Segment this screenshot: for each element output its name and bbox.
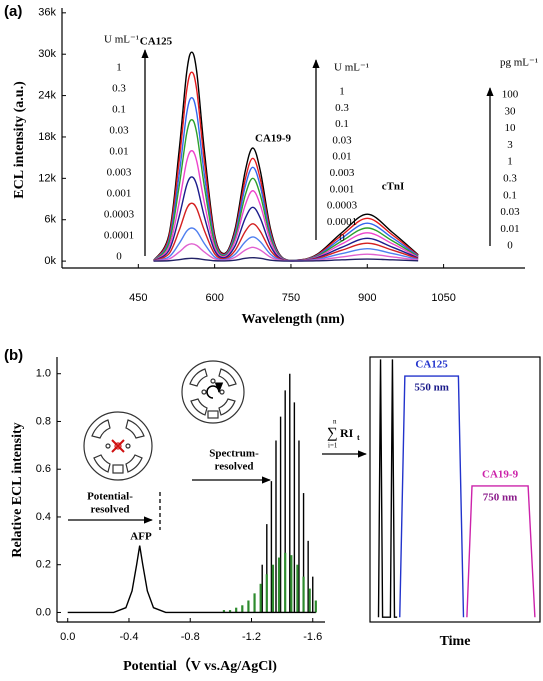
x-tick-label: 0.0 xyxy=(60,631,75,643)
level-label: 0.1 xyxy=(503,189,517,201)
y-tick-label: 1.0 xyxy=(36,368,51,380)
level-label: 0.0003 xyxy=(327,200,358,212)
level-label: 0.03 xyxy=(109,125,129,137)
series-line xyxy=(399,375,465,618)
y-tick-label: 12k xyxy=(38,172,56,184)
formula-lower: i=1 xyxy=(328,442,338,450)
level-label: 1 xyxy=(116,62,122,74)
y-tick-label: 30k xyxy=(38,48,56,60)
x-tick-label: 1050 xyxy=(431,292,455,304)
x-tick-label: 750 xyxy=(282,292,300,304)
x-tick-label: -1.2 xyxy=(242,631,261,643)
level-label: 10 xyxy=(505,122,517,134)
y-tick-label: 0.4 xyxy=(36,511,51,523)
series-line xyxy=(377,359,398,618)
step-label: resolved xyxy=(91,504,130,516)
peak-label: AFP xyxy=(130,531,152,543)
y-tick-label: 36k xyxy=(38,7,56,19)
y-tick-label: 0.8 xyxy=(36,415,51,427)
formula-body: RI xyxy=(340,426,354,440)
level-label: 0.03 xyxy=(500,206,520,218)
level-label: 0.0001 xyxy=(104,230,134,242)
level-label: 0.3 xyxy=(112,83,126,95)
series-line xyxy=(153,150,419,262)
formula-sum: ∑ xyxy=(327,425,338,441)
series-line xyxy=(153,202,419,262)
x-axis-title: Wavelength (nm) xyxy=(241,312,344,327)
formula-upper: n xyxy=(333,418,337,426)
formula-sub: t xyxy=(357,433,360,442)
y-tick-label: 6k xyxy=(44,214,56,226)
y-axis-title: ECL intensity (a.u.) xyxy=(12,81,27,199)
peak-label: CA125 xyxy=(140,36,173,48)
level-label: 0.03 xyxy=(332,134,352,146)
level-label: 0.003 xyxy=(107,167,132,179)
series-line xyxy=(153,227,419,262)
series-label: CA19-9 xyxy=(482,468,519,480)
level-label: 0.01 xyxy=(109,146,128,158)
x-tick-label: 600 xyxy=(205,292,223,304)
level-label: 0.001 xyxy=(107,188,132,200)
y-tick-label: 18k xyxy=(38,131,56,143)
level-label: 0.01 xyxy=(332,151,351,163)
level-label: 3 xyxy=(507,139,513,151)
panel-label: (a) xyxy=(4,3,22,20)
level-label: 0.1 xyxy=(112,104,126,116)
y-tick-label: 24k xyxy=(38,89,56,101)
level-label: 30 xyxy=(505,105,517,117)
series-annotation: 750 nm xyxy=(483,491,518,503)
step-label: resolved xyxy=(215,461,254,473)
level-label: 0 xyxy=(339,232,345,244)
peak-label: cTnI xyxy=(382,181,405,193)
series-line xyxy=(466,485,536,618)
y-tick-label: 0.0 xyxy=(36,606,51,618)
step-label: Potential- xyxy=(87,491,133,503)
level-label: 0.01 xyxy=(500,223,519,235)
series-annotation: 550 nm xyxy=(414,382,449,394)
peak-label: CA19-9 xyxy=(255,133,292,145)
chip-icon xyxy=(181,360,245,424)
level-label: 0.003 xyxy=(330,167,355,179)
x-axis-title: Time xyxy=(440,634,471,649)
level-label: 1 xyxy=(339,86,345,98)
series-line xyxy=(153,256,419,262)
y-axis-title: Relative ECL intensity xyxy=(10,422,25,557)
x-tick-label: 450 xyxy=(129,292,147,304)
series-label: CA125 xyxy=(415,359,448,371)
level-label: 0 xyxy=(507,240,513,252)
level-label: 0.3 xyxy=(503,173,517,185)
level-label: 0.0003 xyxy=(104,209,135,221)
y-tick-label: 0k xyxy=(44,255,56,267)
level-label: 0.3 xyxy=(335,102,349,114)
level-label: 0.001 xyxy=(330,183,355,195)
series-line xyxy=(152,71,419,262)
level-label: 0 xyxy=(116,251,122,263)
level-label: 0.1 xyxy=(335,118,349,130)
x-axis-title: Potential（V vs.Ag/AgCl) xyxy=(123,658,277,674)
series-line xyxy=(153,119,419,262)
unit-label: U mL⁻¹ xyxy=(334,62,369,74)
series-line xyxy=(153,243,419,262)
x-tick-label: -0.8 xyxy=(181,631,200,643)
plot-frame xyxy=(369,356,541,623)
series-line xyxy=(153,176,419,262)
chip-icon xyxy=(83,411,153,481)
x-tick-label: -0.4 xyxy=(119,631,138,643)
y-tick-label: 0.2 xyxy=(36,559,51,571)
unit-label: U mL⁻¹ xyxy=(104,34,139,46)
y-tick-label: 0.6 xyxy=(36,463,51,475)
unit-label: pg mL⁻¹ xyxy=(500,57,538,69)
series-line xyxy=(153,96,419,262)
panel-label: (b) xyxy=(4,347,23,364)
level-label: 0.0001 xyxy=(327,216,357,228)
x-tick-label: 900 xyxy=(358,292,376,304)
series-line xyxy=(67,545,316,614)
level-label: 100 xyxy=(502,89,519,101)
level-label: 1 xyxy=(507,156,513,168)
x-tick-label: -1.6 xyxy=(303,631,322,643)
series-line xyxy=(152,51,419,262)
step-label: Spectrum- xyxy=(209,448,259,460)
